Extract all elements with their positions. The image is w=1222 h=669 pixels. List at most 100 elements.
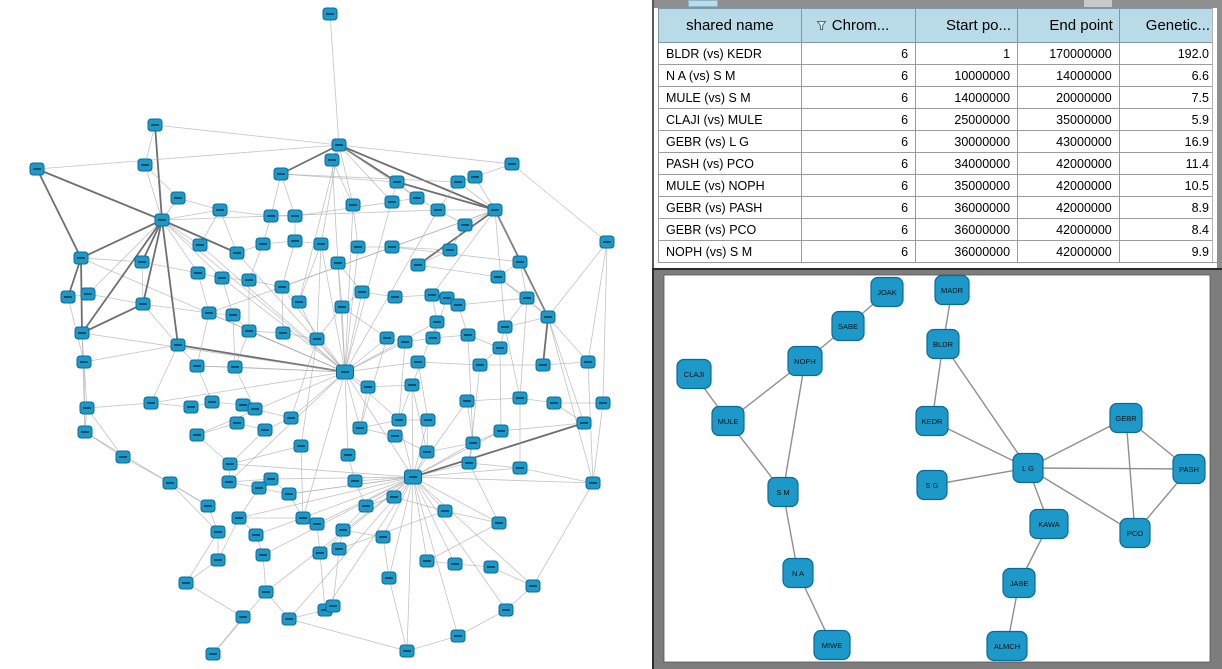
graph-node[interactable] [212,203,228,217]
cell-value[interactable]: 43000000 [1017,130,1120,153]
panel-splitter-handle[interactable] [1084,0,1112,7]
graph-node[interactable] [135,297,151,311]
table-row[interactable]: PASH (vs) PCO 6 34000000 42000000 11.4 [658,152,1218,175]
graph-node[interactable] [336,364,354,380]
node-s-m[interactable]: S M [767,476,799,508]
graph-node[interactable] [235,610,251,624]
graph-node[interactable] [375,530,391,544]
graph-node[interactable] [275,326,291,340]
graph-node[interactable] [115,450,131,464]
cell-shared-name[interactable]: GEBR (vs) PCO [658,218,802,241]
graph-node[interactable] [487,203,503,217]
graph-node[interactable] [409,191,425,205]
graph-node[interactable] [257,423,273,437]
table-row[interactable]: GEBR (vs) PASH 6 36000000 42000000 8.9 [658,196,1218,219]
graph-node[interactable] [330,256,346,270]
cell-value[interactable]: 14000000 [915,86,1019,109]
graph-node[interactable] [312,546,328,560]
graph-node[interactable] [358,499,374,513]
graph-node[interactable] [322,7,338,21]
column-header-genetic[interactable]: Genetic... [1118,8,1218,43]
large-network-canvas[interactable] [0,0,652,669]
graph-node[interactable] [493,424,509,438]
graph-node[interactable] [352,421,368,435]
cell-shared-name[interactable]: MULE (vs) NOPH [658,174,802,197]
cell-shared-name[interactable]: MULE (vs) S M [658,86,802,109]
graph-node[interactable] [80,287,96,301]
graph-node[interactable] [387,290,403,304]
graph-node[interactable] [442,243,458,257]
graph-node[interactable] [340,448,356,462]
graph-node[interactable] [384,195,400,209]
cell-value[interactable]: 5.9 [1118,108,1218,131]
graph-node[interactable] [347,474,363,488]
graph-node[interactable] [430,203,446,217]
graph-node[interactable] [204,395,220,409]
graph-node[interactable] [512,461,528,475]
graph-node[interactable] [540,310,556,324]
cell-value[interactable]: 6 [800,64,917,87]
cell-value[interactable]: 192.0 [1118,42,1218,65]
graph-node[interactable] [504,157,520,171]
column-header-startpo[interactable]: Start po... [915,8,1019,43]
graph-node[interactable] [287,209,303,223]
node-pash[interactable]: PASH [1172,453,1206,485]
graph-node[interactable] [483,560,499,574]
graph-node[interactable] [247,402,263,416]
graph-node[interactable] [293,439,309,453]
cell-shared-name[interactable]: N A (vs) S M [658,64,802,87]
filter-funnel-icon[interactable] [816,20,827,31]
graph-node[interactable] [599,235,615,249]
cell-value[interactable]: 6.6 [1118,64,1218,87]
graph-node[interactable] [595,396,611,410]
graph-node[interactable] [450,298,466,312]
node-pco[interactable]: PCO [1119,517,1151,549]
graph-node[interactable] [580,355,596,369]
cell-value[interactable]: 6 [800,240,917,263]
cell-shared-name[interactable]: PASH (vs) PCO [658,152,802,175]
cell-value[interactable]: 25000000 [915,108,1019,131]
cell-value[interactable]: 35000000 [915,174,1019,197]
cell-value[interactable]: 6 [800,42,917,65]
graph-node[interactable] [229,246,245,260]
graph-node[interactable] [386,490,402,504]
cell-value[interactable]: 42000000 [1017,240,1120,263]
graph-node[interactable] [229,416,245,430]
graph-node[interactable] [460,328,476,342]
cell-value[interactable]: 7.5 [1118,86,1218,109]
graph-node[interactable] [137,158,153,172]
cell-value[interactable]: 20000000 [1017,86,1120,109]
graph-node[interactable] [283,411,299,425]
graph-node[interactable] [74,326,90,340]
node-l-g[interactable]: L G [1012,452,1044,484]
graph-node[interactable] [576,416,592,430]
graph-node[interactable] [79,401,95,415]
table-row[interactable]: MULE (vs) NOPH 6 35000000 42000000 10.5 [658,174,1218,197]
cell-shared-name[interactable]: NOPH (vs) S M [658,240,802,263]
graph-node[interactable] [450,629,466,643]
cell-value[interactable]: 8.4 [1118,218,1218,241]
graph-node[interactable] [492,341,508,355]
node-sabe[interactable]: SABE [831,310,865,342]
cell-value[interactable]: 30000000 [915,130,1019,153]
panel-grip-tab[interactable] [688,0,718,7]
node-noph[interactable]: NOPH [787,345,823,377]
graph-node[interactable] [447,557,463,571]
cell-value[interactable]: 10000000 [915,64,1019,87]
graph-node[interactable] [465,436,481,450]
cell-value[interactable]: 6 [800,174,917,197]
graph-node[interactable] [512,255,528,269]
graph-node[interactable] [178,576,194,590]
graph-node[interactable] [404,378,420,392]
graph-node[interactable] [60,290,76,304]
graph-node[interactable] [76,355,92,369]
node-s-g[interactable]: S G [916,469,948,501]
node-gebr[interactable]: GEBR [1109,402,1143,434]
graph-node[interactable] [525,579,541,593]
graph-node[interactable] [73,251,89,265]
cell-value[interactable]: 6 [800,196,917,219]
graph-node[interactable] [497,320,513,334]
table-row[interactable]: CLAJI (vs) MULE 6 25000000 35000000 5.9 [658,108,1218,131]
graph-node[interactable] [546,396,562,410]
graph-node[interactable] [498,603,514,617]
